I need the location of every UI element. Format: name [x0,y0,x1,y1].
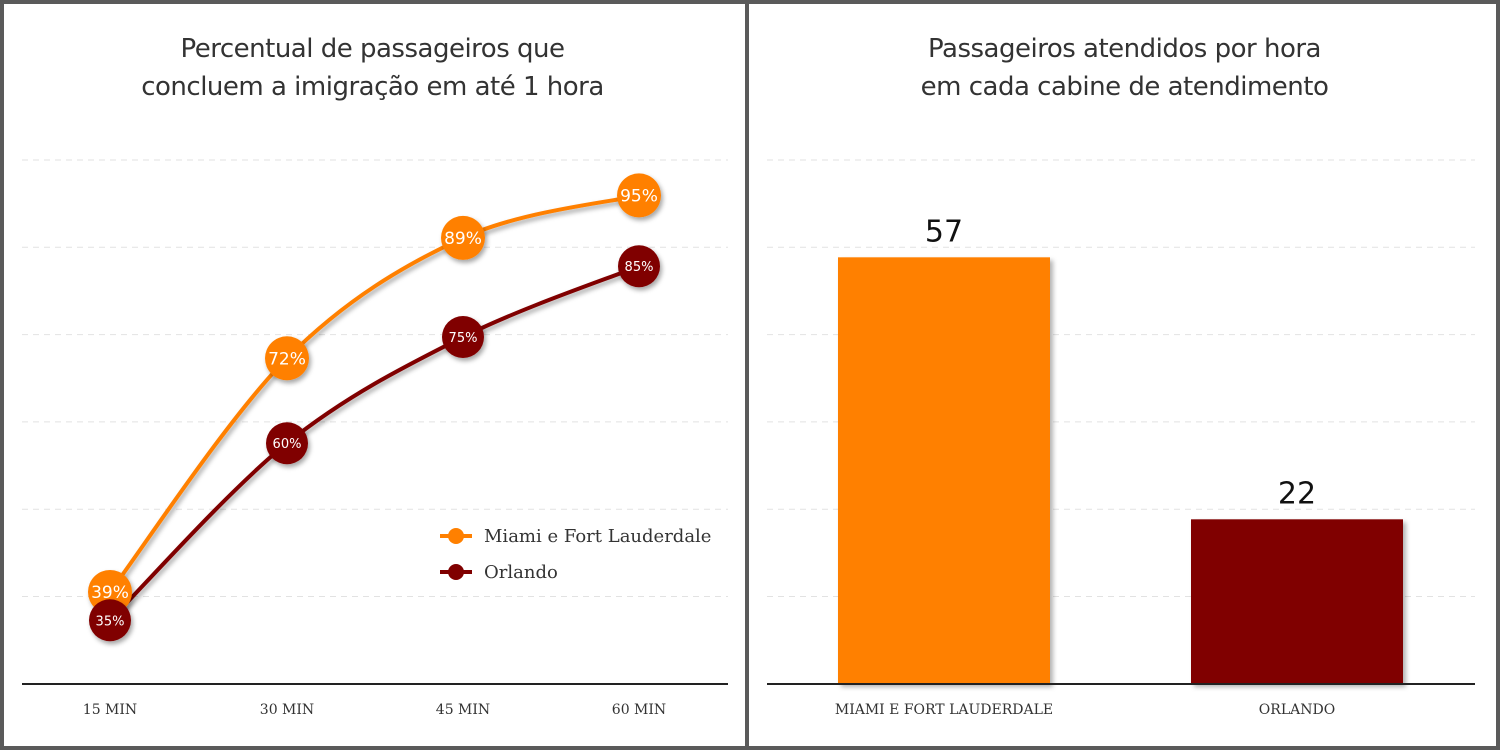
bar-chart-x-tick-labels: MIAMI E FORT LAUDERDALE ORLANDO [835,702,1335,718]
data-point-orlando-60-min [618,245,660,288]
data-point-miami-e-fort-lauderdale-60-min [617,173,661,218]
data-point-miami-e-fort-lauderdale-30-min [265,336,309,381]
bar-chart-title-line-1: Passageiros atendidos por hora [928,34,1321,64]
bar-orlando [1191,519,1403,684]
bar-chart-title-line-2: em cada cabine de atendimento [920,72,1329,102]
line-chart-panel: Percentual de passageiros que concluem a… [0,0,745,750]
legend-label-orlando: Orlando [484,562,558,583]
legend-swatch-marker-orlando [448,564,464,580]
data-label-orlando-15-min: 35% [96,614,125,629]
bar-chart-panel: Passageiros atendidos por hora em cada c… [749,0,1500,750]
data-label-miami-e-fort-lauderdale-45-min: 89% [444,229,482,249]
x-tick-label-60-min: 60 MIN [612,702,666,718]
bar-value-label-orlando: 22 [1278,476,1316,511]
line-chart-legend: Miami e Fort Lauderdale Orlando [440,526,711,583]
data-point-orlando-15-min [89,599,131,642]
data-label-orlando-45-min: 75% [449,331,478,346]
legend-swatch-marker-miami-e-fort-lauderdale [448,528,464,544]
data-point-miami-e-fort-lauderdale-45-min [441,215,485,260]
bar-chart: 57 22 MIAMI E FORT LAUDERDALE ORLANDO [767,159,1475,718]
x-tick-label-30-min: 30 MIN [260,702,314,718]
data-label-orlando-60-min: 85% [625,260,654,275]
line-chart-title-line-1: Percentual de passageiros que [180,34,566,64]
data-label-miami-e-fort-lauderdale-30-min: 72% [268,349,306,369]
line-chart-x-tick-labels: 15 MIN 30 MIN 45 MIN 60 MIN [83,702,666,718]
bar-chart-gridlines [767,159,1475,597]
data-label-miami-e-fort-lauderdale-60-min: 95% [620,186,658,206]
bar-value-label-miami-e-fort-lauderdale: 57 [925,214,963,249]
series-line-miami-e-fort-lauderdale [108,193,641,594]
bar-miami-e-fort-lauderdale [838,257,1050,684]
data-label-orlando-30-min: 60% [273,437,302,452]
line-chart-title-line-2: concluem a imigração em até 1 hora [141,72,604,102]
data-point-orlando-30-min [266,422,308,465]
line-chart-title: Percentual de passageiros que concluem a… [0,30,745,106]
x-tick-label-45-min: 45 MIN [436,702,490,718]
bar-chart-title: Passageiros atendidos por hora em cada c… [749,30,1500,106]
series-line-orlando [108,264,641,623]
line-chart-series: 39% 72% 89% 95% 35% 60% 75% 85% [88,173,661,642]
x-tick-label-15-min: 15 MIN [83,702,137,718]
x-tick-label-orlando: ORLANDO [1259,702,1335,718]
data-label-miami-e-fort-lauderdale-15-min: 39% [91,583,129,603]
data-point-orlando-45-min [442,316,484,359]
line-chart: 15 MIN 30 MIN 45 MIN 60 MIN 39% 72% 89% 95% 35%… [22,159,728,718]
x-tick-label-miami-e-fort-lauderdale: MIAMI E FORT LAUDERDALE [835,702,1053,718]
legend-label-miami-e-fort-lauderdale: Miami e Fort Lauderdale [484,526,711,547]
line-chart-gridlines [22,159,728,597]
panel-divider [745,0,749,750]
bar-chart-bars: 57 22 [838,214,1403,684]
